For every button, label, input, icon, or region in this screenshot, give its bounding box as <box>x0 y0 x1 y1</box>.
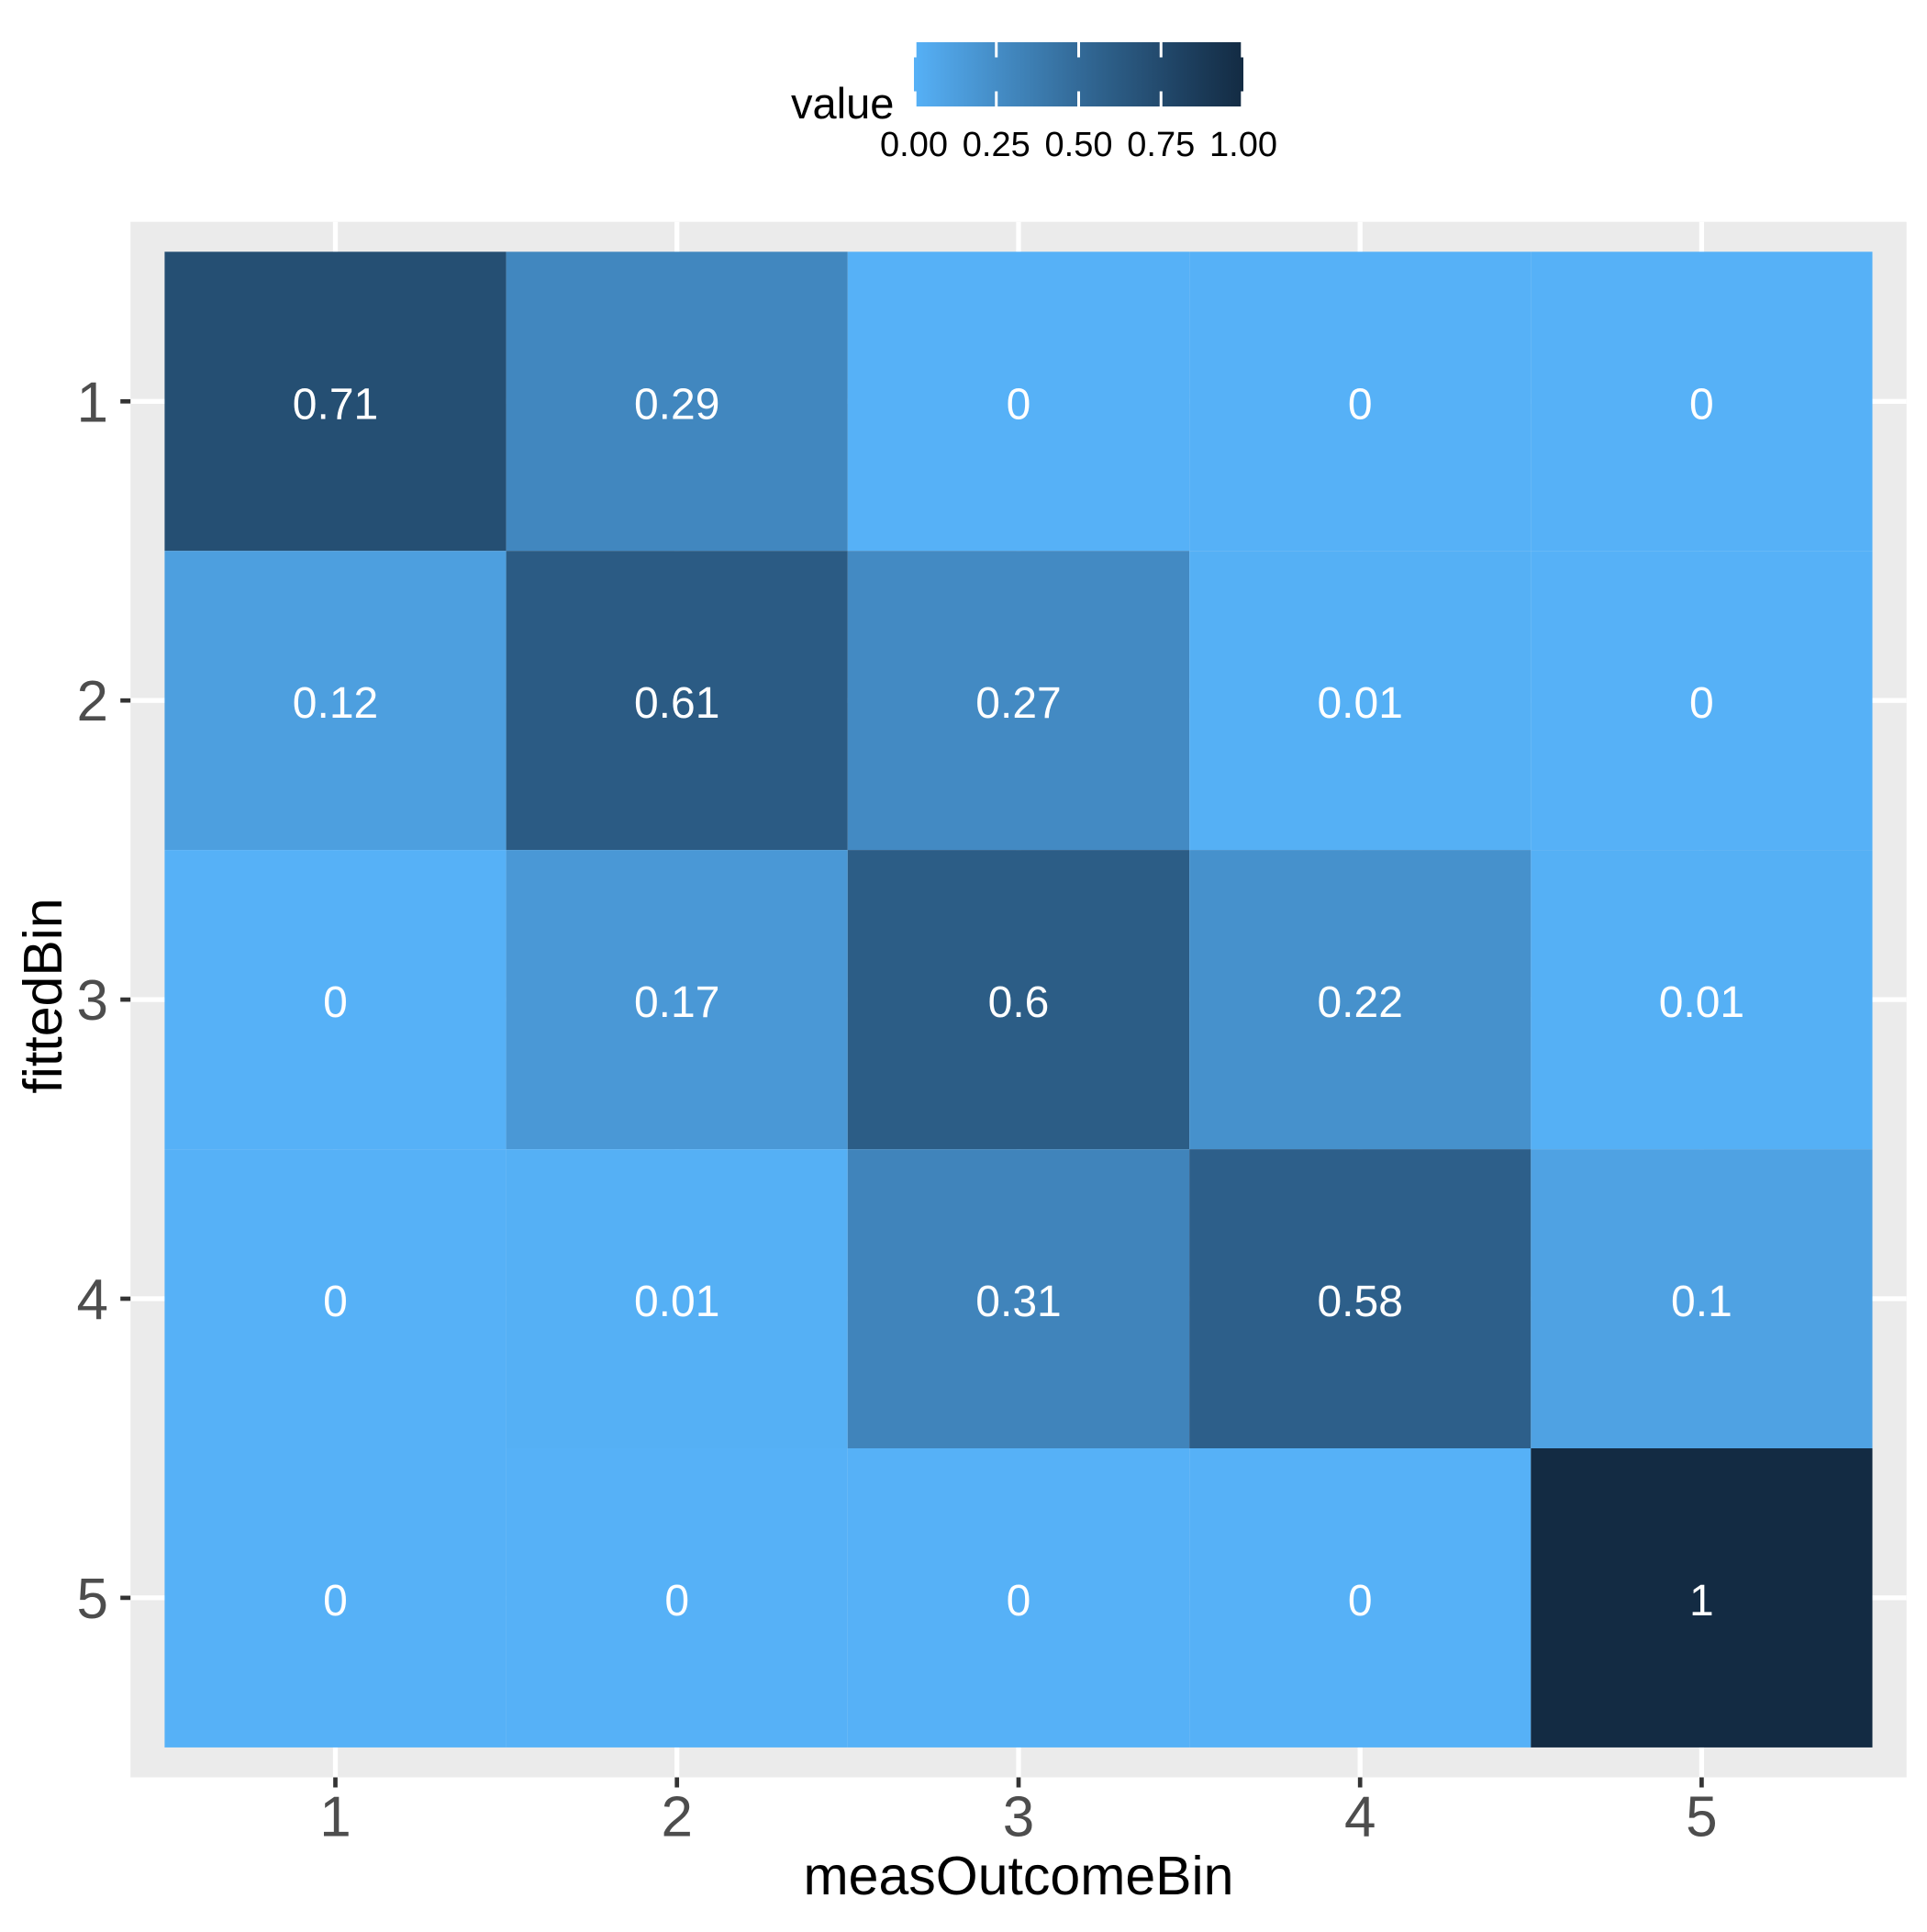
svg-text:0.17: 0.17 <box>634 978 719 1027</box>
svg-text:0.71: 0.71 <box>293 380 378 429</box>
svg-text:3: 3 <box>77 969 108 1033</box>
svg-text:0.75: 0.75 <box>1127 126 1195 164</box>
svg-text:1.00: 1.00 <box>1209 126 1277 164</box>
svg-text:0: 0 <box>1007 1577 1031 1625</box>
svg-text:0.31: 0.31 <box>975 1278 1061 1326</box>
svg-text:1: 1 <box>319 1786 351 1849</box>
svg-text:0.01: 0.01 <box>634 1278 719 1326</box>
svg-text:0: 0 <box>1007 380 1031 429</box>
svg-text:0.58: 0.58 <box>1317 1278 1402 1326</box>
svg-text:0: 0 <box>664 1577 689 1625</box>
svg-text:3: 3 <box>1003 1786 1034 1849</box>
svg-text:0.1: 0.1 <box>1671 1278 1732 1326</box>
svg-text:0.00: 0.00 <box>880 126 948 164</box>
svg-text:fittedBin: fittedBin <box>13 898 73 1093</box>
svg-text:0.01: 0.01 <box>1659 978 1744 1027</box>
svg-text:0: 0 <box>323 978 348 1027</box>
svg-text:1: 1 <box>1689 1577 1714 1625</box>
svg-text:0: 0 <box>1689 380 1714 429</box>
svg-text:0: 0 <box>1348 380 1373 429</box>
svg-text:0: 0 <box>1348 1577 1373 1625</box>
svg-text:0: 0 <box>1689 679 1714 728</box>
svg-text:0.25: 0.25 <box>963 126 1030 164</box>
svg-text:0: 0 <box>323 1577 348 1625</box>
svg-text:0.29: 0.29 <box>634 380 719 429</box>
svg-text:5: 5 <box>77 1568 108 1631</box>
svg-text:0.01: 0.01 <box>1317 679 1402 728</box>
svg-text:4: 4 <box>1344 1786 1376 1849</box>
svg-text:5: 5 <box>1686 1786 1717 1849</box>
svg-text:1: 1 <box>77 371 108 434</box>
svg-text:value: value <box>791 79 894 128</box>
svg-text:0.61: 0.61 <box>634 679 719 728</box>
svg-text:measOutcomeBin: measOutcomeBin <box>804 1846 1234 1906</box>
svg-text:0.27: 0.27 <box>975 679 1061 728</box>
svg-text:0.12: 0.12 <box>293 679 378 728</box>
svg-text:4: 4 <box>77 1268 108 1332</box>
svg-text:0: 0 <box>323 1278 348 1326</box>
svg-text:0.6: 0.6 <box>988 978 1050 1027</box>
svg-text:0.22: 0.22 <box>1317 978 1402 1027</box>
svg-text:0.50: 0.50 <box>1045 126 1113 164</box>
svg-text:2: 2 <box>661 1786 692 1849</box>
svg-text:2: 2 <box>77 670 108 733</box>
